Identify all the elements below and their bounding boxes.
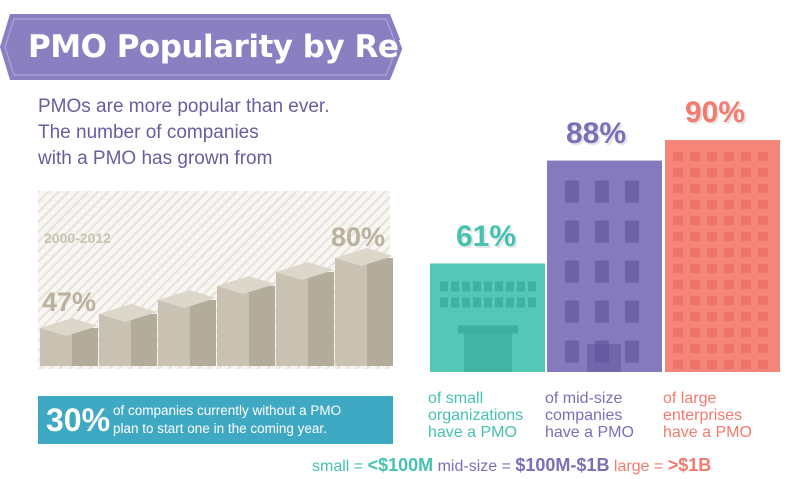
growth-block — [99, 304, 157, 366]
category-label-line: of mid-size — [545, 390, 623, 407]
banner-line: plan to start one in the coming year. — [113, 421, 327, 436]
building-bar-2 — [665, 140, 780, 372]
legend-mid-value: $100M-$1B — [515, 455, 610, 475]
building-bar-0 — [430, 263, 545, 372]
growth-start-label: 47% — [42, 287, 97, 317]
bar-value-label-mid: 88% — [566, 116, 627, 150]
intro-text: PMOs are more popular than ever. The num… — [38, 94, 398, 172]
building-bar-1 — [547, 160, 662, 372]
category-label-large: of large enterprises have a PMO — [663, 390, 752, 441]
legend-small-label: small = — [312, 458, 368, 475]
banner-line: of companies currently without a PMO — [113, 403, 342, 418]
legend-mid-label: mid-size = — [437, 458, 516, 475]
category-label-line: of large — [663, 390, 717, 407]
intro-line: PMOs are more popular than ever. — [38, 96, 330, 117]
category-label-mid: of mid-size companies have a PMO — [545, 390, 634, 441]
growth-block — [40, 318, 98, 366]
intro-line: The number of companies — [38, 122, 259, 143]
legend-large-value: >$1B — [667, 455, 712, 475]
legend-large-label: large = — [613, 458, 668, 475]
banner-percent: 30% — [46, 402, 111, 438]
bar-value-label-large: 90% — [685, 96, 746, 130]
intro-line: with a PMO has grown from — [38, 148, 273, 169]
bar-value-label-small: 61% — [456, 219, 517, 253]
title-ribbon — [0, 14, 403, 80]
revenue-legend: small = <$100M mid-size = $100M-$1B larg… — [312, 455, 711, 476]
category-label-line: organizations — [428, 407, 524, 424]
category-label-line: have a PMO — [545, 424, 634, 441]
category-label-small: of small organizations have a PMO — [428, 390, 523, 441]
survey-banner — [38, 396, 393, 444]
category-label-line: of small — [428, 390, 484, 407]
legend-small-value: <$100M — [367, 455, 434, 475]
growth-end-label: 80% — [331, 222, 386, 252]
growth-block — [335, 248, 393, 366]
banner-text: of companies currently without a PMO pla… — [113, 402, 393, 438]
growth-block — [276, 262, 334, 366]
growth-period-label: 2000-2012 — [44, 230, 111, 246]
category-label-line: companies — [545, 407, 623, 424]
category-label-line: have a PMO — [663, 424, 752, 441]
growth-block — [217, 276, 275, 366]
category-label-line: enterprises — [663, 407, 743, 424]
category-label-line: have a PMO — [428, 424, 517, 441]
growth-block — [158, 290, 216, 366]
